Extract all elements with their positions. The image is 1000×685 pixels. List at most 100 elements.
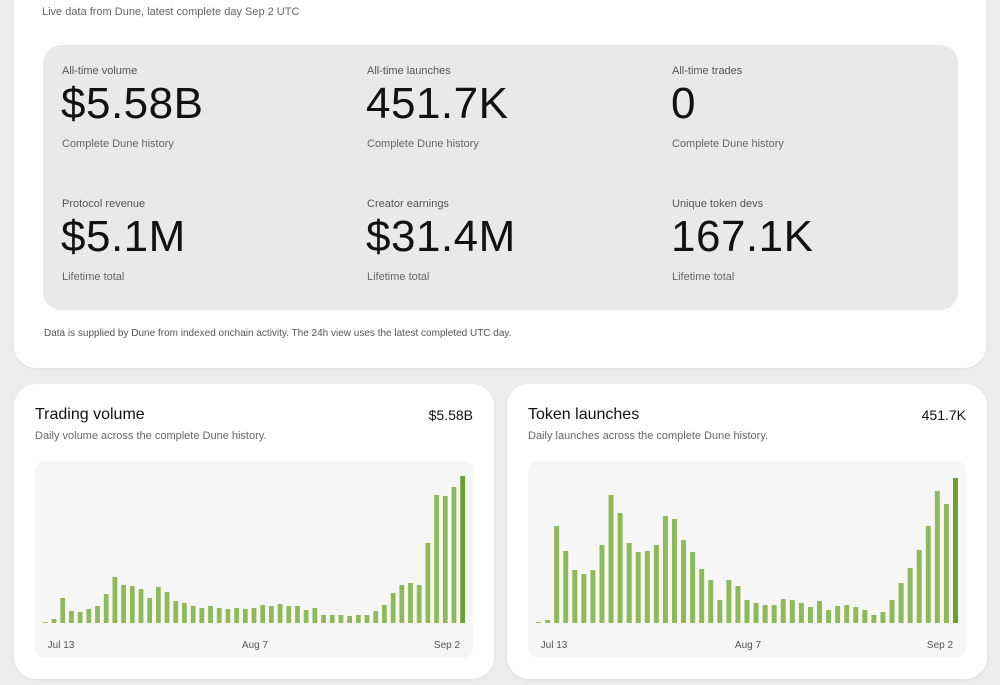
bar-18 xyxy=(199,608,205,623)
bar-33 xyxy=(329,615,335,623)
trading-volume-chart[interactable]: Jul 13 Aug 7 Sep 2 xyxy=(35,461,473,658)
bar-39 xyxy=(889,600,895,623)
bar-43 xyxy=(416,585,422,623)
stat-value: $5.58B xyxy=(61,79,204,128)
stats-panel: All-time volume $5.58B Complete Dune his… xyxy=(43,45,958,310)
bar-4 xyxy=(77,612,83,623)
bar-5 xyxy=(86,609,92,623)
bar-30 xyxy=(303,610,309,623)
overview-card: Live data from Dune, latest complete day… xyxy=(14,0,986,368)
stat-value: $31.4M xyxy=(366,212,516,261)
bar-3 xyxy=(563,551,569,623)
bar-34 xyxy=(844,605,850,623)
bar-34 xyxy=(338,615,344,623)
stat-label: Creator earnings xyxy=(367,198,449,210)
bar-5 xyxy=(581,574,587,623)
chart-title: Token launches xyxy=(528,406,640,423)
trading-volume-card: Trading volume $5.58B Daily volume acros… xyxy=(14,384,494,679)
bar-36 xyxy=(862,610,868,623)
chart-description: Daily volume across the complete Dune hi… xyxy=(35,430,267,442)
bar-46 xyxy=(952,478,958,623)
bar-41 xyxy=(399,585,405,623)
bar-28 xyxy=(789,600,795,623)
stat-label: Unique token devs xyxy=(672,198,764,210)
bar-16 xyxy=(681,540,687,623)
bar-47 xyxy=(451,487,457,623)
bar-25 xyxy=(260,605,266,623)
bar-1 xyxy=(545,620,551,623)
bar-31 xyxy=(312,608,318,623)
x-tick-label: Aug 7 xyxy=(735,640,762,651)
bar-3 xyxy=(69,611,74,623)
bar-38 xyxy=(373,611,379,623)
bar-27 xyxy=(277,604,283,623)
bar-48 xyxy=(460,476,466,623)
bar-8 xyxy=(608,495,614,623)
bar-24 xyxy=(753,603,759,623)
bar-43 xyxy=(925,526,931,623)
stat-sub: Complete Dune history xyxy=(672,138,784,150)
token-launches-card: Token launches 451.7K Daily launches acr… xyxy=(507,384,987,679)
stat-value: 167.1K xyxy=(671,212,814,261)
stat-value: 451.7K xyxy=(366,79,509,128)
chart-total: $5.58B xyxy=(428,407,473,423)
bar-10 xyxy=(626,543,632,623)
bar-0 xyxy=(536,622,542,623)
bar-32 xyxy=(826,610,832,623)
bar-21 xyxy=(225,609,231,623)
bar-35 xyxy=(347,616,353,623)
bar-16 xyxy=(182,603,187,623)
bar-28 xyxy=(286,606,292,623)
bar-9 xyxy=(617,513,623,623)
bar-44 xyxy=(934,491,940,623)
bar-27 xyxy=(780,599,786,623)
bar-19 xyxy=(708,580,714,623)
bar-19 xyxy=(208,606,213,623)
stat-sub: Lifetime total xyxy=(672,271,735,283)
bar-23 xyxy=(744,600,750,623)
stat-sub: Lifetime total xyxy=(367,271,430,283)
bar-20 xyxy=(717,600,723,623)
bar-18 xyxy=(699,569,705,623)
bar-2 xyxy=(554,526,560,623)
trading-volume-bars: Jul 13 Aug 7 Sep 2 xyxy=(42,476,466,651)
bar-2 xyxy=(60,598,66,623)
bar-33 xyxy=(835,606,841,623)
bar-6 xyxy=(95,606,100,623)
chart-description: Daily launches across the complete Dune … xyxy=(528,430,769,442)
bar-29 xyxy=(295,606,300,623)
bar-21 xyxy=(726,580,732,623)
chart-total: 451.7K xyxy=(921,407,966,423)
bar-26 xyxy=(771,605,777,623)
bar-44 xyxy=(425,543,431,623)
bar-22 xyxy=(234,608,239,623)
data-source-footnote: Data is supplied by Dune from indexed on… xyxy=(44,328,512,339)
bar-40 xyxy=(898,583,904,623)
stat-sub: Complete Dune history xyxy=(367,138,479,150)
bar-32 xyxy=(321,615,326,623)
bar-38 xyxy=(880,612,886,623)
x-tick-label: Sep 2 xyxy=(927,640,954,651)
bar-17 xyxy=(190,606,196,623)
bar-24 xyxy=(251,608,257,623)
bar-17 xyxy=(690,552,696,623)
bar-23 xyxy=(242,609,248,623)
bar-15 xyxy=(672,519,677,623)
token-launches-chart[interactable]: Jul 13 Aug 7 Sep 2 xyxy=(528,461,966,658)
bar-45 xyxy=(943,504,949,623)
bar-10 xyxy=(129,586,135,623)
bar-20 xyxy=(216,608,222,623)
token-launches-bars: Jul 13 Aug 7 Sep 2 xyxy=(536,478,958,651)
live-data-note: Live data from Dune, latest complete day… xyxy=(42,6,300,18)
stat-label: All-time trades xyxy=(672,65,743,77)
bar-14 xyxy=(164,592,170,623)
x-tick-label: Jul 13 xyxy=(541,640,568,651)
bar-11 xyxy=(138,589,144,623)
bar-7 xyxy=(103,594,109,623)
x-tick-label: Sep 2 xyxy=(434,640,461,651)
bar-22 xyxy=(735,586,741,623)
bar-36 xyxy=(355,615,361,623)
stat-label: All-time volume xyxy=(62,65,138,77)
bar-37 xyxy=(871,615,877,623)
bar-12 xyxy=(147,598,153,623)
